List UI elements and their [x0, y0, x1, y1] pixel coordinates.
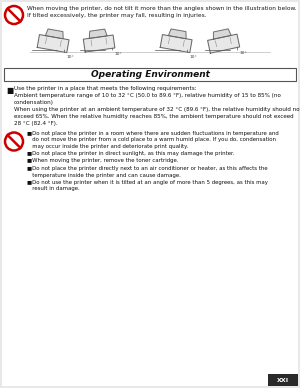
Polygon shape — [160, 35, 192, 53]
Text: ■Do not place the printer directly next to an air conditioner or heater, as this: ■Do not place the printer directly next … — [27, 166, 268, 178]
FancyBboxPatch shape — [2, 2, 298, 386]
Text: 10°: 10° — [66, 55, 74, 59]
Text: ■Do not use the printer when it is tilted at an angle of more than 5 degrees, as: ■Do not use the printer when it is tilte… — [27, 180, 268, 191]
Text: When moving the printer, do not tilt it more than the angles shown in the illust: When moving the printer, do not tilt it … — [27, 6, 297, 18]
Polygon shape — [168, 29, 186, 39]
Polygon shape — [45, 29, 63, 39]
Text: 10°: 10° — [114, 52, 122, 56]
Text: Operating Environment: Operating Environment — [91, 70, 209, 79]
Text: 10°: 10° — [239, 51, 247, 55]
Text: ■: ■ — [6, 86, 13, 95]
Polygon shape — [89, 29, 107, 38]
FancyBboxPatch shape — [268, 374, 298, 386]
Polygon shape — [83, 35, 115, 52]
Text: When using the printer at an ambient temperature of 32 °C (89.6 °F), the relativ: When using the printer at an ambient tem… — [14, 107, 300, 126]
FancyBboxPatch shape — [4, 68, 296, 81]
Polygon shape — [214, 29, 231, 39]
Polygon shape — [208, 34, 240, 53]
Text: 10°: 10° — [189, 55, 197, 59]
Text: ■Do not place the printer in direct sunlight, as this may damage the printer.: ■Do not place the printer in direct sunl… — [27, 151, 235, 156]
Text: XXI: XXI — [277, 378, 289, 383]
Text: Use the printer in a place that meets the following requirements:: Use the printer in a place that meets th… — [14, 86, 196, 91]
Text: ■When moving the printer, remove the toner cartridge.: ■When moving the printer, remove the ton… — [27, 158, 178, 163]
Polygon shape — [37, 35, 69, 53]
Text: ■Do not place the printer in a room where there are sudden fluctuations in tempe: ■Do not place the printer in a room wher… — [27, 130, 279, 149]
Text: Ambient temperature range of 10 to 32 °C (50.0 to 89.6 °F), relative humidity of: Ambient temperature range of 10 to 32 °C… — [14, 94, 281, 105]
